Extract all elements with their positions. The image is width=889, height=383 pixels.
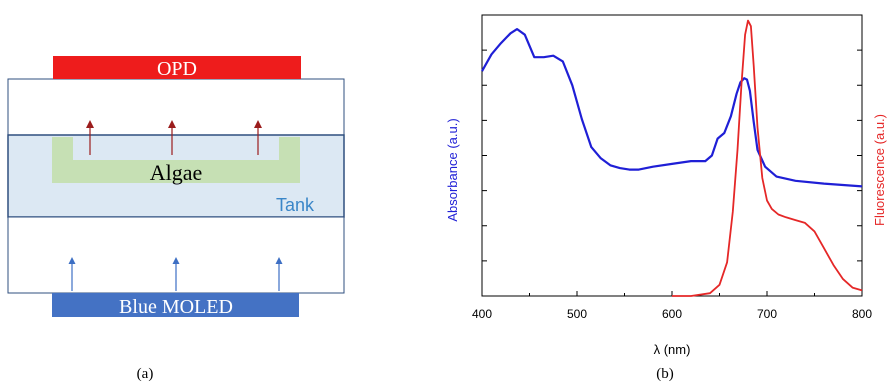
x-axis-label: λ (nm): [654, 342, 691, 357]
y-axis-left-label: Absorbance (a.u.): [445, 118, 460, 221]
caption-b: (b): [656, 366, 674, 382]
x-tick-label-500: 500: [567, 307, 587, 321]
caption-a: (a): [137, 366, 154, 382]
algae-container: [52, 137, 300, 183]
opd-bar: [53, 56, 301, 79]
panel-a-diagram: OPD Algae Tank Blue MOLED: [7, 56, 345, 382]
illumination-arrows: [68, 257, 283, 291]
fluorescence-curve: [672, 19, 863, 297]
red-arrow-1-head: [86, 120, 94, 128]
moled-label: Blue MOLED: [119, 296, 233, 318]
red-arrow-2-head: [168, 120, 176, 128]
blue-arrow-1-head: [68, 257, 76, 264]
tank-label: Tank: [276, 195, 315, 215]
blue-arrow-2-head: [172, 257, 180, 264]
opd-label: OPD: [157, 58, 197, 80]
y-axis-right-label: Fluorescence (a.u.): [872, 114, 887, 226]
fluorescence-arrows: [86, 120, 262, 155]
absorbance-curve: [481, 28, 863, 188]
algae-label: Algae: [150, 160, 203, 185]
x-tick-label-400: 400: [472, 307, 492, 321]
blue-arrow-3-head: [275, 257, 283, 264]
moled-bar: [52, 293, 299, 317]
upper-chamber-box: [7, 78, 345, 136]
red-arrow-3-head: [254, 120, 262, 128]
x-tick-label-600: 600: [662, 307, 682, 321]
x-tick-labels: 400 500 600 700 800: [472, 307, 872, 321]
x-tick-label-800: 800: [852, 307, 872, 321]
series-lines: [481, 19, 863, 297]
x-tick-label-700: 700: [757, 307, 777, 321]
tick-marks: [481, 49, 863, 296]
panel-b-chart: 400 500 600 700 800 λ (nm) Absorbance (a.u.)…: [445, 14, 887, 382]
